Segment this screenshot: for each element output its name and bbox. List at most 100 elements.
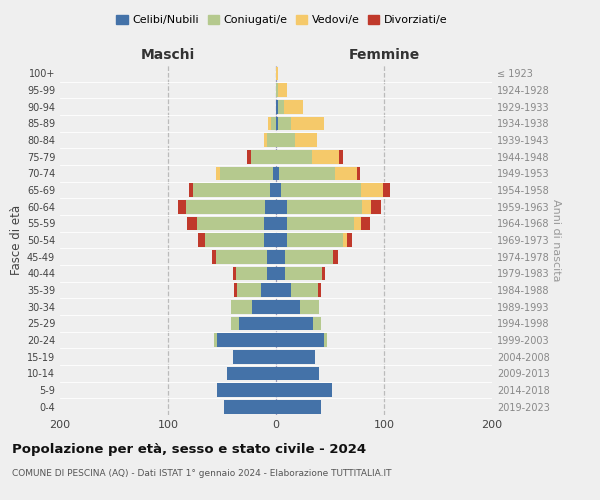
Y-axis label: Fasce di età: Fasce di età — [10, 205, 23, 275]
Y-axis label: Anni di nascita: Anni di nascita — [551, 198, 561, 281]
Bar — [193, 183, 269, 197]
Text: COMUNE DI PESCINA (AQ) - Dati ISTAT 1° gennaio 2024 - Elaborazione TUTTITALIA.IT: COMUNE DI PESCINA (AQ) - Dati ISTAT 1° g… — [12, 469, 392, 478]
Bar — [276, 66, 278, 80]
Bar — [276, 400, 322, 413]
Bar — [276, 200, 287, 213]
Bar — [287, 233, 343, 247]
Bar — [311, 150, 338, 164]
Bar — [268, 133, 276, 147]
Bar — [276, 233, 287, 247]
Bar — [276, 166, 279, 180]
Bar — [273, 166, 276, 180]
Bar — [295, 133, 317, 147]
Bar — [224, 400, 276, 413]
Bar — [347, 233, 352, 247]
Bar — [354, 216, 361, 230]
Bar — [291, 283, 318, 297]
Text: Maschi: Maschi — [141, 48, 195, 62]
Bar — [215, 250, 268, 264]
Bar — [287, 216, 354, 230]
Bar — [300, 300, 319, 314]
Bar — [335, 166, 357, 180]
Bar — [276, 100, 278, 114]
Bar — [264, 133, 268, 147]
Bar — [361, 183, 383, 197]
Bar — [276, 383, 332, 397]
Bar — [230, 316, 239, 330]
Bar — [230, 300, 252, 314]
Bar — [247, 150, 251, 164]
Bar — [239, 316, 276, 330]
Bar — [279, 166, 335, 180]
Bar — [318, 283, 322, 297]
Bar — [383, 183, 391, 197]
Bar — [276, 216, 287, 230]
Bar — [287, 200, 362, 213]
Bar — [261, 283, 276, 297]
Text: Popolazione per età, sesso e stato civile - 2024: Popolazione per età, sesso e stato civil… — [12, 442, 366, 456]
Bar — [268, 116, 271, 130]
Bar — [276, 333, 323, 347]
Bar — [236, 266, 268, 280]
Bar — [217, 333, 276, 347]
Bar — [188, 183, 193, 197]
Bar — [313, 316, 322, 330]
Bar — [343, 233, 347, 247]
Bar — [215, 166, 220, 180]
Bar — [276, 116, 278, 130]
Bar — [276, 350, 315, 364]
Bar — [264, 216, 276, 230]
Bar — [276, 300, 300, 314]
Bar — [357, 166, 360, 180]
Bar — [278, 116, 291, 130]
Bar — [322, 266, 325, 280]
Bar — [271, 116, 276, 130]
Bar — [284, 266, 322, 280]
Bar — [284, 250, 333, 264]
Bar — [278, 100, 284, 114]
Bar — [178, 200, 187, 213]
Bar — [214, 333, 217, 347]
Bar — [234, 283, 237, 297]
Bar — [212, 250, 215, 264]
Bar — [278, 83, 287, 97]
Bar — [217, 383, 276, 397]
Bar — [323, 333, 327, 347]
Bar — [264, 233, 276, 247]
Bar — [187, 200, 265, 213]
Bar — [220, 166, 273, 180]
Bar — [284, 100, 303, 114]
Bar — [276, 316, 313, 330]
Bar — [269, 183, 276, 197]
Bar — [276, 283, 291, 297]
Bar — [333, 250, 338, 264]
Bar — [276, 266, 284, 280]
Bar — [276, 83, 278, 97]
Bar — [291, 116, 323, 130]
Bar — [197, 216, 264, 230]
Bar — [276, 183, 281, 197]
Bar — [276, 250, 284, 264]
Bar — [251, 150, 276, 164]
Bar — [361, 216, 370, 230]
Bar — [338, 150, 343, 164]
Bar — [371, 200, 381, 213]
Bar — [187, 216, 197, 230]
Bar — [276, 133, 295, 147]
Bar — [198, 233, 205, 247]
Bar — [362, 200, 371, 213]
Bar — [233, 350, 276, 364]
Bar — [268, 250, 276, 264]
Bar — [252, 300, 276, 314]
Bar — [276, 150, 311, 164]
Bar — [227, 366, 276, 380]
Bar — [281, 183, 361, 197]
Legend: Celibi/Nubili, Coniugati/e, Vedovi/e, Divorziati/e: Celibi/Nubili, Coniugati/e, Vedovi/e, Di… — [112, 10, 452, 30]
Bar — [205, 233, 264, 247]
Bar — [265, 200, 276, 213]
Bar — [268, 266, 276, 280]
Bar — [233, 266, 236, 280]
Bar — [276, 366, 319, 380]
Text: Femmine: Femmine — [349, 48, 419, 62]
Bar — [237, 283, 261, 297]
